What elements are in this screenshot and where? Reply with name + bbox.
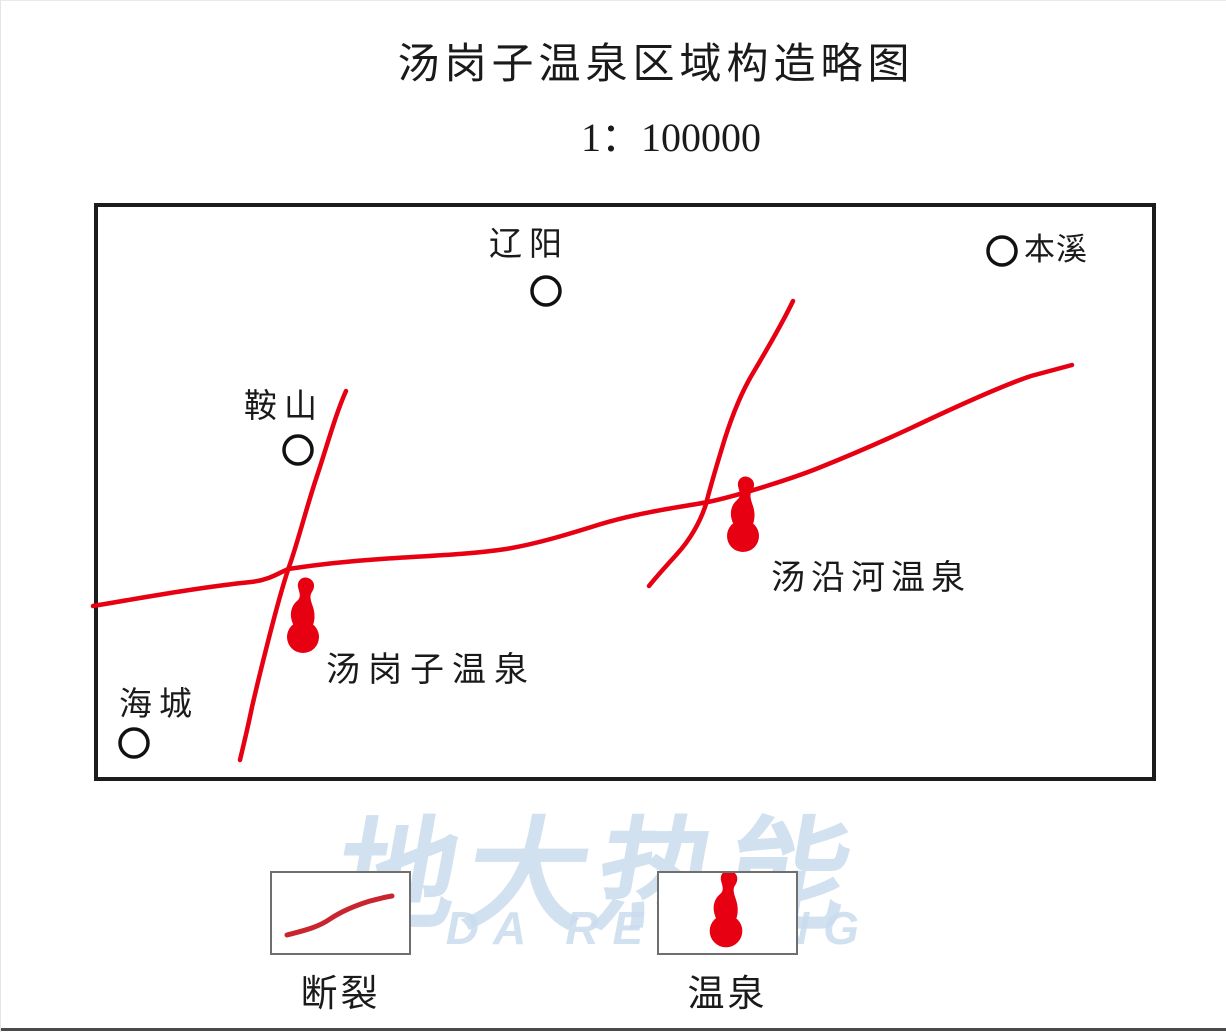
legend-label-fault: 断裂: [300, 974, 381, 1015]
legend-box-fault: [270, 871, 411, 955]
legend-spring-symbol: [709, 873, 743, 948]
legend-fault-symbol: [284, 893, 395, 938]
city-label-benxi: 本溪: [1024, 232, 1088, 267]
legend-label-spring: 温泉: [687, 974, 768, 1015]
page-title: 汤岗子温泉区域构造略图: [397, 42, 915, 88]
map-frame: [94, 203, 1156, 781]
page-bottom-rule: [1, 1028, 1226, 1031]
spring-label-tanggangzi: 汤岗子温泉: [326, 652, 536, 689]
map-scale: 1：100000: [581, 115, 761, 160]
city-label-anshan: 鞍山: [244, 389, 324, 425]
spring-label-tangyanhe: 汤沿河温泉: [771, 560, 971, 597]
city-label-haicheng: 海城: [119, 687, 199, 723]
legend-box-spring: [657, 871, 798, 955]
city-label-liaoyang: 辽阳: [489, 227, 569, 263]
